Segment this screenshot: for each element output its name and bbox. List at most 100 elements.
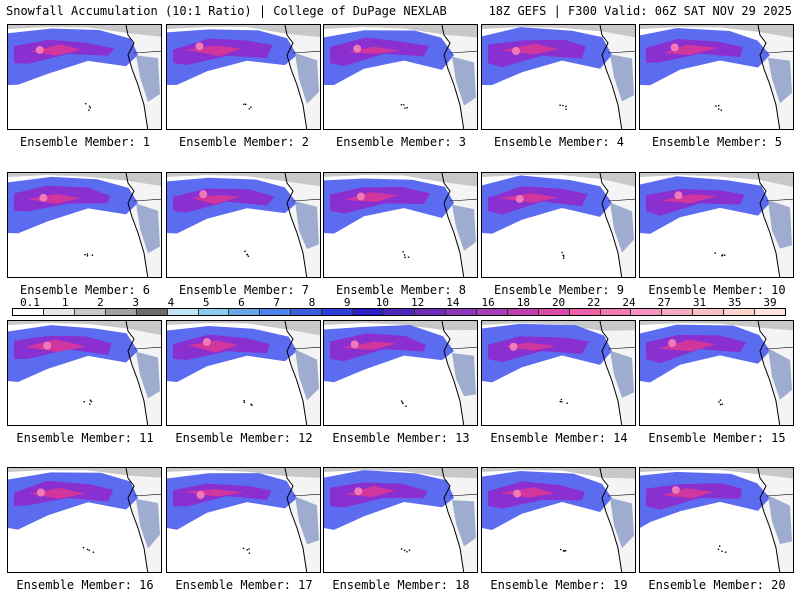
- snowfall-map: [324, 173, 477, 277]
- colorbar-swatch: [353, 309, 385, 315]
- colorbar-swatch: [167, 309, 199, 315]
- ensemble-map-panel: [481, 320, 636, 426]
- colorbar-swatch: [538, 309, 570, 315]
- ensemble-member-label: Ensemble Member: 10: [648, 283, 786, 297]
- colorbar-swatch: [693, 309, 725, 315]
- colorbar-swatch: [260, 309, 292, 315]
- colorbar-swatch: [755, 309, 786, 315]
- ensemble-map-panel: [7, 320, 162, 426]
- ensemble-map-panel: [481, 172, 636, 278]
- colorbar-swatch: [569, 309, 601, 315]
- snowfall-map: [167, 468, 320, 572]
- snowfall-map: [167, 25, 320, 129]
- snowfall-map: [640, 321, 793, 425]
- colorbar-tick-label: 0.1: [20, 296, 40, 309]
- ensemble-member-label: Ensemble Member: 16: [16, 578, 154, 592]
- snowfall-map: [482, 321, 635, 425]
- ensemble-map-panel: [639, 467, 794, 573]
- ensemble-member-label: Ensemble Member: 2: [178, 135, 310, 149]
- colorbar-tick-label: 12: [410, 296, 425, 309]
- ensemble-member-label: Ensemble Member: 4: [493, 135, 625, 149]
- colorbar-tick-label: 10: [375, 296, 389, 309]
- ensemble-map-panel: [639, 172, 794, 278]
- colorbar-swatch: [631, 309, 663, 315]
- colorbar-tick-label: 3: [132, 296, 140, 309]
- colorbar-swatch: [136, 309, 168, 315]
- colorbar-swatch: [291, 309, 323, 315]
- colorbar-swatch: [724, 309, 756, 315]
- colorbar-swatch: [507, 309, 539, 315]
- colorbar-tick-label: 8: [308, 296, 316, 309]
- colorbar-tick-label: 20: [551, 296, 566, 309]
- colorbar-swatch: [445, 309, 477, 315]
- snowfall-map: [640, 468, 793, 572]
- ensemble-member-label: Ensemble Member: 15: [648, 431, 786, 445]
- colorbar-swatch: [322, 309, 354, 315]
- ensemble-member-label: Ensemble Member: 13: [332, 431, 470, 445]
- ensemble-map-panel: [7, 172, 162, 278]
- snowfall-map: [640, 25, 793, 129]
- colorbar-tick-label: 24: [622, 296, 636, 309]
- ensemble-member-label: Ensemble Member: 17: [175, 578, 313, 592]
- colorbar-swatch: [43, 309, 75, 315]
- snowfall-map: [8, 321, 161, 425]
- colorbar-tick-label: 2: [97, 296, 104, 309]
- colorbar-swatch: [414, 309, 446, 315]
- snowfall-map: [482, 468, 635, 572]
- colorbar-swatch: [74, 309, 106, 315]
- snowfall-map: [8, 468, 161, 572]
- ensemble-map-panel: [166, 172, 321, 278]
- snowfall-map: [640, 173, 793, 277]
- colorbar-tick-label: 31: [692, 296, 707, 309]
- colorbar-tick-label: 18: [516, 296, 530, 309]
- ensemble-member-label: Ensemble Member: 8: [335, 283, 467, 297]
- ensemble-member-label: Ensemble Member: 12: [175, 431, 313, 445]
- colorbar-tick-label: 39: [763, 296, 777, 309]
- ensemble-member-label: Ensemble Member: 11: [16, 431, 154, 445]
- ensemble-member-label: Ensemble Member: 20: [648, 578, 786, 592]
- colorbar-tick-label: 1: [61, 296, 69, 309]
- colorbar-swatch: [476, 309, 508, 315]
- colorbar-swatch: [384, 309, 415, 315]
- ensemble-map-panel: [481, 467, 636, 573]
- colorbar-swatch: [662, 309, 694, 315]
- snowfall-map: [167, 173, 320, 277]
- colorbar-tick-label: 9: [343, 296, 351, 309]
- snowfall-map: [324, 321, 477, 425]
- colorbar-tick-label: 16: [481, 296, 495, 309]
- ensemble-map-panel: [639, 320, 794, 426]
- colorbar-tick-label: 35: [728, 296, 742, 309]
- colorbar-tick-label: 27: [657, 296, 671, 309]
- colorbar-swatch: [105, 309, 137, 315]
- colorbar-tick-label: 5: [202, 296, 210, 309]
- ensemble-map-panel: [7, 467, 162, 573]
- snowfall-map: [482, 25, 635, 129]
- ensemble-member-label: Ensemble Member: 7: [178, 283, 310, 297]
- colorbar-swatch: [198, 309, 230, 315]
- ensemble-map-panel: [639, 24, 794, 130]
- snowfall-map: [324, 468, 477, 572]
- ensemble-member-label: Ensemble Member: 3: [335, 135, 467, 149]
- colorbar-tick-label: 4: [167, 296, 175, 309]
- colorbar-tick-label: 22: [587, 296, 601, 309]
- ensemble-map-panel: [166, 467, 321, 573]
- ensemble-member-label: Ensemble Member: 19: [490, 578, 628, 592]
- colorbar-swatch: [13, 309, 44, 315]
- ensemble-map-panel: [166, 24, 321, 130]
- snowfall-map: [8, 25, 161, 129]
- snowfall-map: [482, 173, 635, 277]
- ensemble-member-label: Ensemble Member: 18: [332, 578, 470, 592]
- ensemble-map-panel: [166, 320, 321, 426]
- colorbar-swatch: [600, 309, 632, 315]
- snowfall-map: [167, 321, 320, 425]
- map-title: Snowfall Accumulation (10:1 Ratio) | Col…: [6, 4, 447, 18]
- model-run-info: 18Z GEFS | F300 Valid: 06Z SAT NOV 29 20…: [488, 4, 792, 18]
- ensemble-map-panel: [481, 24, 636, 130]
- ensemble-member-label: Ensemble Member: 1: [19, 135, 151, 149]
- colorbar-swatch: [229, 309, 261, 315]
- colorbar-tick-label: 6: [238, 296, 245, 309]
- colorbar-tick-label: 14: [446, 296, 460, 309]
- ensemble-member-label: Ensemble Member: 5: [651, 135, 783, 149]
- ensemble-map-panel: [323, 320, 478, 426]
- colorbar-tick-label: 7: [273, 296, 280, 309]
